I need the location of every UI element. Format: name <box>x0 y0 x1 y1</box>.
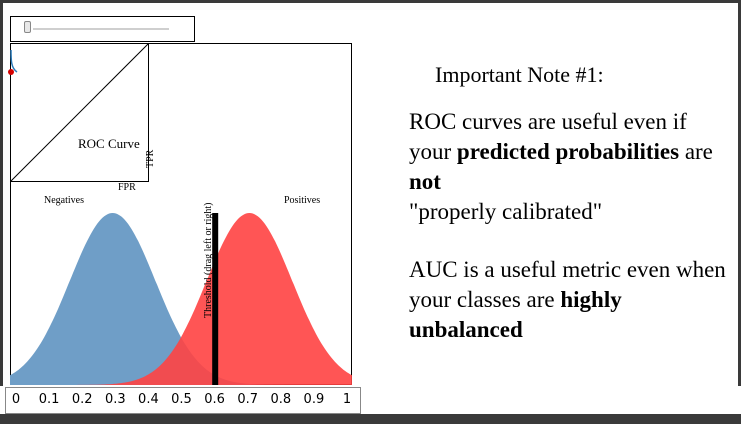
threshold-label: Threshold (drag left or right) <box>203 202 214 318</box>
x-tick-label: 0.7 <box>237 392 259 407</box>
note-paragraph-1: ROC curves are useful even if your predi… <box>409 107 729 227</box>
x-tick-label: 0 <box>11 392 21 407</box>
fpr-axis-label: FPR <box>118 182 136 193</box>
roc-curve-line <box>10 50 18 73</box>
roc-curve-panel <box>10 43 149 182</box>
window-bottom-border <box>0 414 741 424</box>
threshold-slider[interactable] <box>10 16 195 42</box>
note-p1-text-c: "properly calibrated" <box>409 199 603 224</box>
note-title: Important Note #1: <box>435 62 604 87</box>
x-tick-label: 1 <box>342 392 352 407</box>
x-tick-label: 0.2 <box>71 392 93 407</box>
slider-thumb[interactable] <box>24 21 31 33</box>
note-p2-bold: highly unbalanced <box>409 287 622 342</box>
x-tick-label: 0.8 <box>270 392 292 407</box>
x-tick-label: 0.9 <box>303 392 325 407</box>
roc-diagonal <box>11 44 148 181</box>
tpr-axis-label: TPR <box>145 149 156 168</box>
negatives-label: Negatives <box>44 195 84 206</box>
note-p1-text-b: are <box>679 139 713 164</box>
threshold-line <box>212 213 219 385</box>
x-tick-label: 0.4 <box>138 392 159 407</box>
distribution-chart <box>10 213 352 385</box>
note-p2-text: AUC is a useful metric even when your cl… <box>409 257 726 312</box>
roc-curve-corner <box>8 50 18 75</box>
roc-chart <box>11 44 148 181</box>
positives-distribution <box>10 213 352 385</box>
roc-point <box>8 69 14 75</box>
x-tick-label: 0.5 <box>171 392 192 407</box>
note-paragraph-2: AUC is a useful metric even when your cl… <box>409 255 729 345</box>
x-axis-box <box>5 387 361 414</box>
x-tick-label: 0.6 <box>204 392 225 407</box>
negatives-distribution <box>10 213 352 385</box>
slider-track <box>33 28 169 30</box>
note-p1-bold-a: predicted probabilities <box>456 139 680 164</box>
positives-label: Positives <box>284 195 321 206</box>
x-tick-label: 0.1 <box>38 392 60 407</box>
note-p1-bold-b: not <box>409 169 441 194</box>
roc-title: ROC Curve <box>78 136 140 151</box>
x-tick-label: 0.3 <box>104 392 126 407</box>
note-p1-text-a: ROC curves are useful even if your <box>409 109 687 164</box>
